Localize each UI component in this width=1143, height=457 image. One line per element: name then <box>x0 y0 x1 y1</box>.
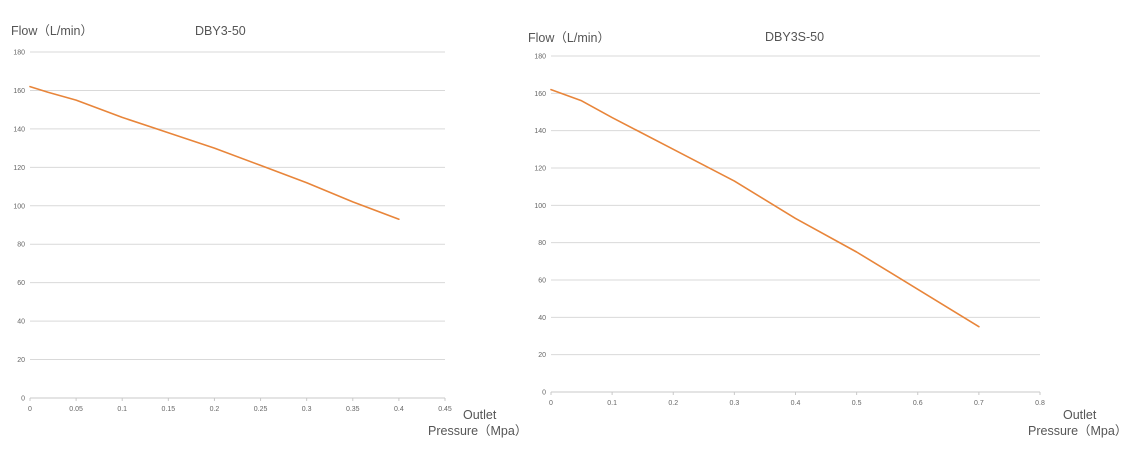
chart2-y-tick-label: 100 <box>534 203 546 210</box>
chart2-x-tick-label: 0.4 <box>791 400 801 407</box>
chart1-x-tick-label: 0.25 <box>254 406 268 413</box>
chart2-y-tick-label: 180 <box>534 54 546 61</box>
chart2-title: DBY3S-50 <box>765 30 824 44</box>
chart1-y-tick-label: 120 <box>13 165 25 172</box>
chart1-y-axis-label: Flow（L/min） <box>11 24 93 38</box>
chart1-y-tick-label: 180 <box>13 50 25 57</box>
chart1-y-tick-label: 160 <box>13 88 25 95</box>
chart1-x-tick-label: 0.4 <box>394 406 404 413</box>
chart2-y-axis-label: Flow（L/min） <box>528 31 610 45</box>
chart1-y-tick-label: 80 <box>17 242 25 249</box>
chart1-x-tick-label: 0.45 <box>438 406 452 413</box>
chart2-x-tick-label: 0.1 <box>607 400 617 407</box>
chart1-x-tick-label: 0.15 <box>162 406 176 413</box>
chart2-x-tick-label: 0 <box>549 400 553 407</box>
chart1-title: DBY3-50 <box>195 24 246 38</box>
chart1-x-tick-label: 0.2 <box>210 406 220 413</box>
chart2-x-tick-label: 0.3 <box>730 400 740 407</box>
chart1-x-axis-label-line2: Pressure（Mpa） <box>428 424 527 438</box>
chart1-y-tick-label: 140 <box>13 126 25 133</box>
chart2-x-tick-label: 0.5 <box>852 400 862 407</box>
chart2-flow-curve <box>550 88 980 328</box>
chart2-x-tick-label: 0.8 <box>1035 400 1045 407</box>
chart2-x-tick-label: 0.2 <box>668 400 678 407</box>
chart1-y-tick-label: 20 <box>17 357 25 364</box>
chart1-x-axis-label-line1: Outlet <box>463 408 497 422</box>
chart2-y-tick-label: 80 <box>538 240 546 247</box>
chart1-y-tick-label: 40 <box>17 319 25 326</box>
chart1-y-tick-label: 0 <box>21 396 25 403</box>
chart2-x-tick-label: 0.7 <box>974 400 984 407</box>
chart2-x-tick-label: 0.6 <box>913 400 923 407</box>
chart2-x-axis-label-line2: Pressure（Mpa） <box>1028 424 1127 438</box>
chart1-x-tick-label: 0.05 <box>69 406 83 413</box>
chart2-x-axis-label-line1: Outlet <box>1063 408 1097 422</box>
chart1-x-tick-label: 0.35 <box>346 406 360 413</box>
chart2-y-tick-label: 160 <box>534 91 546 98</box>
chart2-y-tick-label: 40 <box>538 315 546 322</box>
chart2-y-tick-label: 120 <box>534 166 546 173</box>
chart2-y-tick-label: 140 <box>534 128 546 135</box>
chart1-flow-curve <box>29 85 400 220</box>
chart1-x-tick-label: 0.3 <box>302 406 312 413</box>
chart1-x-tick-label: 0.1 <box>117 406 127 413</box>
chart2-y-tick-label: 0 <box>542 390 546 397</box>
chart1-x-tick-label: 0 <box>28 406 32 413</box>
chart1-y-tick-label: 60 <box>17 280 25 287</box>
chart2-y-tick-label: 60 <box>538 278 546 285</box>
chart2-y-tick-label: 20 <box>538 352 546 359</box>
chart1-y-tick-label: 100 <box>13 203 25 210</box>
